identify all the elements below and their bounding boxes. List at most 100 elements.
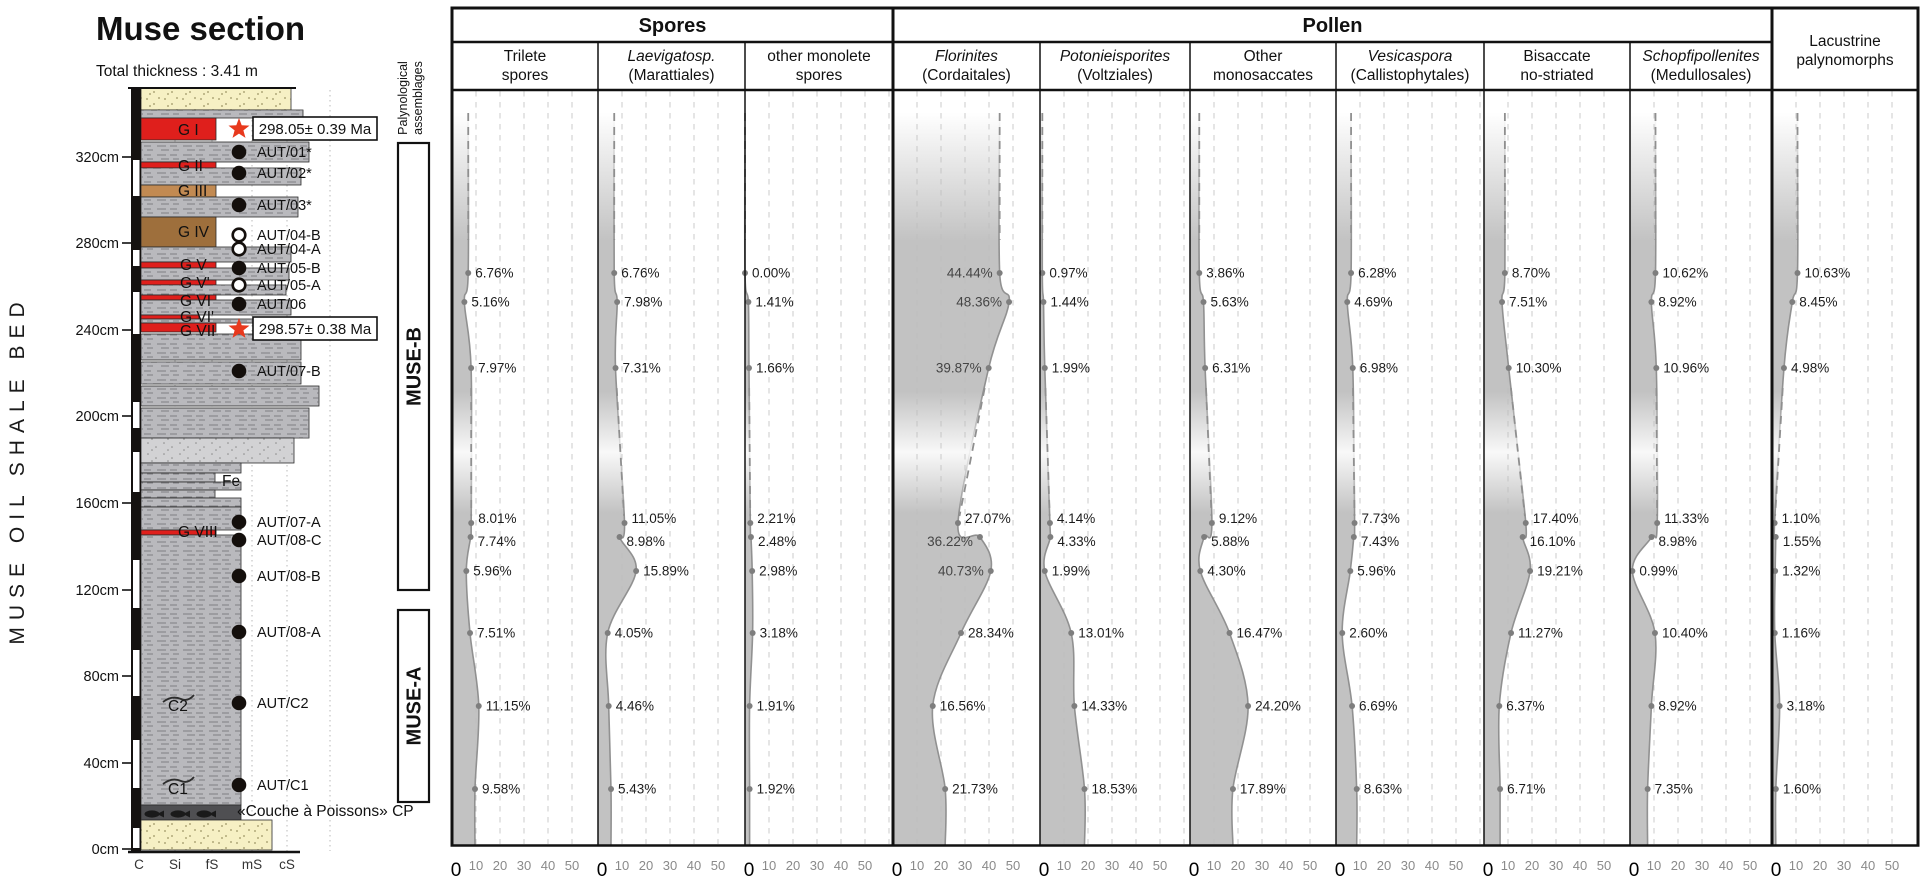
value-label: 6.37% [1506, 699, 1544, 714]
chart-column-2: 0.00% 1.41% 1.66% 2.21% 2.48% 2.98% 3.18% 1.91%… [742, 48, 890, 881]
value-label: 5.96% [1357, 564, 1395, 579]
data-point [1508, 630, 1515, 636]
axis-tick-zero: 0 [1771, 860, 1782, 881]
value-label: 5.96% [473, 564, 511, 579]
axis-tick-label: 40 [687, 858, 701, 873]
value-label: 1.55% [1783, 534, 1821, 549]
data-point [958, 630, 965, 636]
grain-size-label: mS [242, 857, 262, 872]
value-label: 8.70% [1512, 266, 1550, 281]
fish-icon [196, 810, 216, 818]
value-label: 7.43% [1361, 534, 1399, 549]
recovery-gap [133, 452, 140, 492]
chart-column-4: 0.97% 1.44% 1.99% 4.14% 4.33% 1.99% 13.01% 14.3… [1039, 48, 1185, 881]
sample-row: AUT/07-B [231, 363, 321, 380]
axis-tick-label: 20 [934, 858, 948, 873]
sample-label: AUT/01* [257, 145, 312, 161]
value-label: 39.87% [936, 361, 982, 376]
value-label: 8.92% [1658, 295, 1696, 310]
data-point [1040, 299, 1047, 305]
inferred-gap-dash [1352, 387, 1356, 517]
value-label: 0.00% [752, 266, 790, 281]
value-label: 40.73% [938, 564, 984, 579]
value-label: 21.73% [952, 782, 998, 797]
value-label: 4.46% [616, 699, 654, 714]
value-label: 4.30% [1207, 564, 1245, 579]
value-label: 1.66% [756, 361, 794, 376]
value-label: 6.31% [1212, 361, 1250, 376]
data-point [1046, 520, 1053, 526]
data-point [1245, 703, 1252, 709]
age-star-icon [228, 318, 250, 338]
value-label: 4.05% [615, 626, 653, 641]
lamination-overlay [141, 300, 291, 315]
value-label: 5.16% [471, 295, 509, 310]
data-point [1644, 786, 1651, 792]
axis-tick-label: 10 [1057, 858, 1071, 873]
axis-tick-label: 20 [1081, 858, 1095, 873]
recovery-gap [133, 250, 140, 266]
axis-tick-label: 10 [1207, 858, 1221, 873]
axis-tick-label: 40 [1861, 858, 1875, 873]
value-label: 1.32% [1782, 564, 1820, 579]
bed-label: G VI [180, 293, 211, 310]
value-label: 11.33% [1664, 511, 1709, 526]
value-label: 6.28% [1358, 266, 1396, 281]
sample-row: AUT/04-B [231, 227, 321, 244]
axis-tick-zero: 0 [1039, 860, 1050, 881]
palynomorph-chart: 6.76% 5.16% 7.97% 8.01% 7.74% 5.96% 7.51% 11.15… [450, 6, 1920, 881]
data-point [1229, 786, 1236, 792]
value-label: 1.10% [1782, 511, 1820, 526]
column-title-line1: Potonieisporites [1060, 48, 1171, 65]
data-point [1226, 630, 1233, 636]
assemblage-box: MUSE-B [396, 141, 431, 592]
abundance-curve [1198, 112, 1249, 846]
depth-tick-label: 160cm [75, 496, 119, 512]
axis-tick-label: 40 [1425, 858, 1439, 873]
sample-row: AUT/C1 [231, 777, 309, 794]
axis-tick-label: 30 [1105, 858, 1119, 873]
value-label: 6.71% [1507, 782, 1545, 797]
lamination-overlay [141, 142, 309, 162]
data-point [1196, 270, 1203, 276]
value-label: 1.92% [757, 782, 795, 797]
abundance-area [598, 113, 637, 845]
lamination-overlay [141, 110, 303, 118]
axis-tick-label: 30 [663, 858, 677, 873]
data-point [746, 786, 753, 792]
chart-column-1: 6.76% 7.98% 7.31% 11.05% 8.98% 15.89% 4.05% 4.4… [597, 48, 726, 881]
data-point [1047, 534, 1054, 540]
data-point [1347, 568, 1354, 574]
axis-tick-label: 20 [1377, 858, 1391, 873]
abundance-area [1484, 113, 1531, 845]
data-point [976, 534, 983, 540]
axis-tick-label: 10 [1353, 858, 1367, 873]
fish-body [196, 810, 212, 818]
data-point [1350, 534, 1357, 540]
sample-row: AUT/08-A [231, 624, 321, 641]
axis-tick-zero: 0 [1629, 860, 1640, 881]
sample-dot-icon [231, 144, 247, 160]
axis-tick-label: 50 [1743, 858, 1757, 873]
value-label: 8.92% [1658, 699, 1696, 714]
axis-tick-label: 30 [1695, 858, 1709, 873]
sample-row: AUT/06 [231, 296, 306, 313]
axis-tick-zero: 0 [1335, 860, 1346, 881]
data-point [749, 568, 756, 574]
data-point [467, 630, 474, 636]
data-point [985, 365, 992, 371]
column-title-line1: Other [1244, 48, 1283, 65]
column-title-line2: (Medullosales) [1651, 67, 1752, 84]
axis-tick-zero: 0 [451, 860, 462, 881]
value-label: 1.91% [757, 699, 795, 714]
value-label: 6.98% [1360, 361, 1398, 376]
data-point [1068, 630, 1075, 636]
sample-label: AUT/08-A [257, 625, 321, 641]
sample-row: 298.05± 0.39 Ma [228, 116, 378, 141]
bed-label: G IV [178, 224, 210, 241]
axis-tick-label: 40 [1279, 858, 1293, 873]
value-label: 7.35% [1655, 782, 1693, 797]
data-point [1780, 365, 1787, 371]
column-title-line2: (Cordaitales) [922, 67, 1011, 84]
